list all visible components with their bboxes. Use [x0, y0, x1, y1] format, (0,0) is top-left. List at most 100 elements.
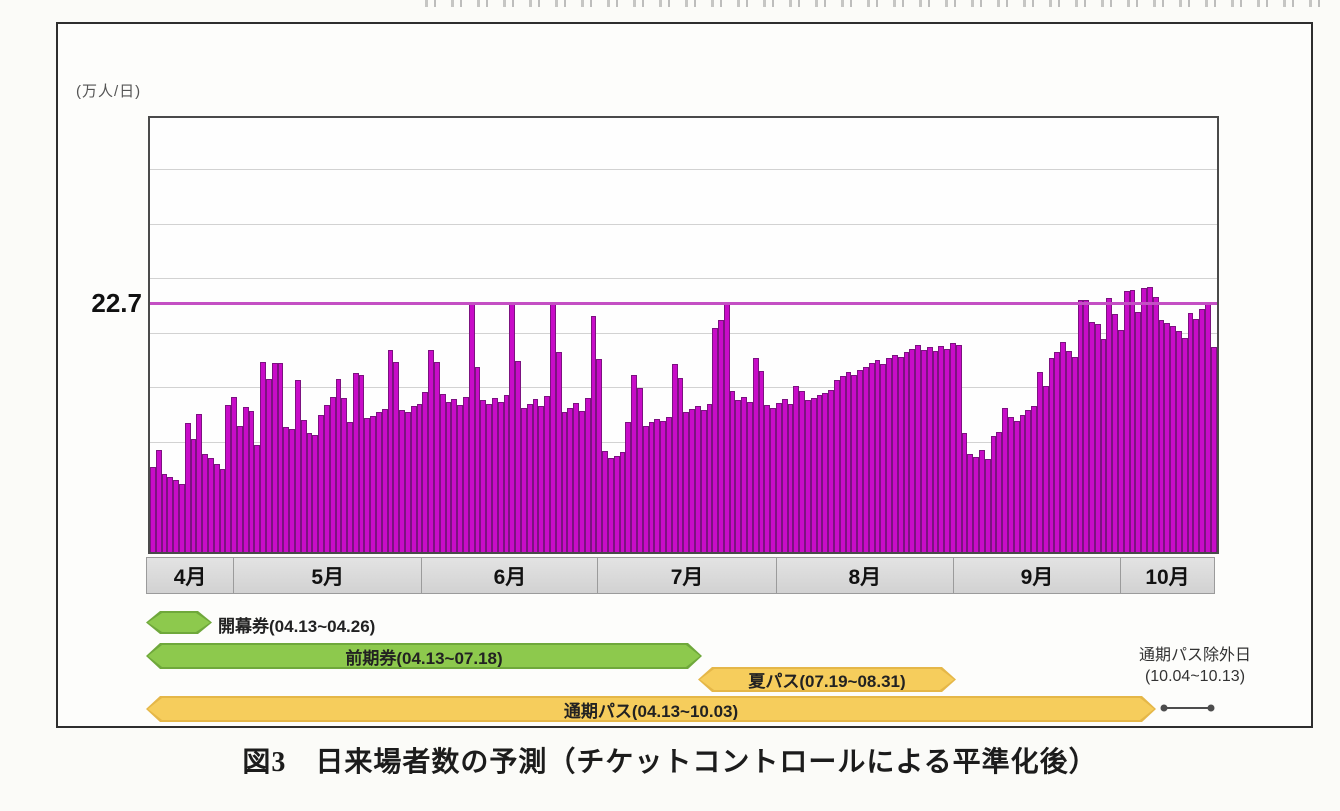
bar [834, 379, 840, 552]
bar [283, 426, 290, 552]
bar [839, 376, 846, 552]
bar [689, 409, 695, 552]
bar [718, 319, 724, 552]
bar [381, 409, 388, 552]
bar [816, 394, 823, 552]
bar [207, 458, 214, 552]
exclusion-label-line2: (10.04~10.13) [1144, 668, 1246, 685]
bar [967, 453, 974, 552]
bar [1065, 351, 1072, 552]
bar [1106, 297, 1113, 552]
bar [660, 421, 666, 552]
bar [851, 375, 858, 552]
bar [231, 397, 237, 552]
bar [903, 352, 910, 552]
bar [289, 428, 295, 552]
month-label-6: 6月 [422, 557, 599, 594]
bar [300, 420, 307, 552]
bar [202, 453, 208, 552]
bar [265, 378, 272, 552]
bar [897, 356, 904, 552]
bar [515, 361, 521, 552]
bar [683, 412, 690, 552]
month-label-7: 7月 [598, 557, 777, 594]
bar [532, 399, 539, 552]
bar [155, 449, 162, 552]
bar [1187, 313, 1194, 552]
bar [863, 366, 869, 552]
bar [631, 375, 637, 552]
bar [613, 456, 620, 552]
bar [538, 405, 545, 552]
plot-area [148, 116, 1219, 554]
bar [567, 408, 574, 552]
bar [944, 349, 950, 552]
bar [607, 458, 614, 552]
bar [857, 369, 864, 552]
bar [996, 432, 1003, 552]
bar [1123, 291, 1130, 552]
daily-visitor-bars [150, 118, 1217, 552]
bar [1170, 326, 1177, 552]
month-label-5: 5月 [234, 557, 423, 594]
bar [1042, 386, 1049, 552]
bar [492, 398, 498, 552]
bar [648, 422, 655, 552]
bar [1141, 288, 1148, 552]
bar [799, 390, 806, 552]
bar [486, 403, 493, 552]
opening-ticket-band-label: 開幕券(04.13~04.26) [218, 617, 376, 636]
bar [880, 364, 887, 552]
bar [341, 398, 348, 552]
bar [1158, 319, 1165, 552]
band-kaimaku-fill [148, 613, 210, 632]
bar [526, 403, 533, 552]
bar [770, 408, 777, 552]
bar [776, 402, 782, 552]
bar [521, 408, 527, 552]
month-label-4: 4月 [146, 557, 235, 594]
season-pass-exclusion-label: 通期パス除外日 (10.04~10.13) [1115, 645, 1275, 687]
bar [318, 414, 324, 552]
bar [805, 400, 811, 552]
bar [370, 415, 377, 552]
bar [399, 410, 406, 552]
bar [1060, 341, 1066, 552]
bar [1135, 312, 1142, 552]
bar [938, 345, 945, 552]
month-label-9: 9月 [953, 557, 1122, 594]
bar [706, 403, 713, 552]
bar [439, 393, 446, 552]
bar [764, 404, 771, 552]
bar [602, 450, 608, 552]
bar [1031, 405, 1037, 552]
bar [1089, 321, 1095, 552]
bar [1112, 314, 1119, 552]
bar [196, 413, 203, 552]
bar [213, 463, 220, 552]
bar [312, 435, 319, 552]
y-axis-unit-label: (万人/日) [76, 83, 142, 100]
bar [1100, 339, 1107, 552]
bar [457, 404, 464, 552]
band-tsuki-fill: 通期パス(04.13~10.03) [148, 698, 1154, 720]
bar [1176, 330, 1182, 552]
bar [990, 436, 997, 552]
x-axis-month-strip: 4月 5月 6月 7月 8月 9月 10月 [146, 557, 1215, 594]
bar [503, 394, 510, 552]
bar [254, 445, 261, 552]
bar [1048, 357, 1055, 552]
bar [665, 416, 672, 552]
bar [787, 403, 794, 552]
bar [463, 397, 469, 552]
bar [1013, 421, 1020, 552]
bar [1094, 324, 1101, 552]
bar [677, 377, 684, 552]
bar [868, 363, 875, 552]
bar [323, 404, 330, 552]
bar [242, 406, 249, 552]
figure-caption: 図3 日来場者数の予測（チケットコントロールによる平準化後） [242, 747, 1098, 778]
bar [393, 362, 400, 552]
bar [978, 449, 985, 552]
